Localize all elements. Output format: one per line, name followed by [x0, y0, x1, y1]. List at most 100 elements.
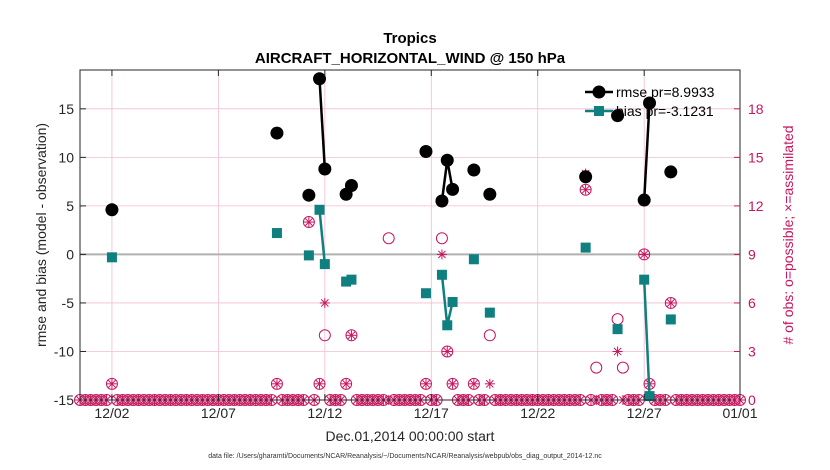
y2-tick-label: 0 [748, 392, 756, 408]
obs-possible-marker [105, 377, 118, 390]
obs-assimilated-marker [106, 378, 117, 389]
y2-tick-label: 9 [748, 246, 756, 262]
axis-ticks: 12/02 12/07 12/12 12/17 12/22 12/27 01/01 -15 -1… [54, 70, 764, 421]
obs-possible-marker [340, 377, 353, 390]
rmse-point [344, 179, 358, 192]
obs-possible-marker [664, 296, 677, 309]
obs-assimilated-stroke [666, 298, 675, 307]
obs-assimilated-stroke [272, 379, 281, 388]
bias-point [468, 254, 479, 265]
rmse-line [642, 102, 651, 201]
bias-point [314, 204, 325, 215]
bias-line [642, 279, 651, 397]
x-tick-label: 12/12 [307, 405, 342, 421]
rmse-point [446, 182, 460, 196]
obs-assimilated-marker [314, 378, 325, 389]
obs-possible-marker [467, 377, 480, 390]
obs-assimilated-marker [580, 184, 591, 195]
y2-tick-label: 15 [748, 149, 764, 165]
bias-point [346, 274, 357, 285]
rmse-point [483, 187, 497, 201]
obs-assimilated-marker [436, 249, 447, 260]
obs-possible-marker [616, 361, 629, 374]
obs-assimilated-marker [665, 297, 676, 308]
obs-assimilated-marker [341, 378, 352, 389]
obs-possible-marker [270, 377, 283, 390]
rmse-point [435, 194, 449, 208]
y-tick-label: -15 [54, 392, 74, 408]
obs-assimilated-marker [271, 378, 282, 389]
obs-assimilated-marker [442, 346, 453, 357]
obs-assimilated-stroke [613, 347, 622, 356]
bias-line [318, 209, 327, 265]
obs-assimilated-stroke [347, 331, 356, 340]
obs-assimilated-marker [303, 217, 314, 228]
obs-assimilated-stroke [342, 379, 351, 388]
plot-frame [79, 69, 741, 401]
bias-point [612, 324, 623, 335]
obs-possible-marker [318, 329, 331, 342]
obs-possible-marker [419, 377, 432, 390]
bias-point [580, 242, 591, 253]
obs-assimilated-stroke [443, 347, 452, 356]
rmse-point [302, 188, 316, 202]
obs-assimilated-stroke [581, 185, 590, 194]
y2-tick-label: 12 [748, 198, 764, 214]
obs-possible-marker [382, 232, 395, 245]
obs-possible-marker [435, 232, 448, 245]
obs-assimilated-marker [612, 346, 623, 357]
obs-possible-marker [313, 377, 326, 390]
x-tick-label: 12/07 [201, 405, 236, 421]
x-tick-label: 12/17 [414, 405, 449, 421]
rmse-point [637, 193, 651, 207]
obs-possible-marker [345, 329, 358, 342]
bias-point [447, 296, 458, 307]
rmse-point [611, 109, 625, 123]
rmse-point [467, 163, 481, 177]
obs-assimilated-stroke [469, 379, 478, 388]
rmse-point [579, 170, 593, 184]
y-tick-label: 10 [58, 149, 74, 165]
rmse-point [643, 96, 657, 110]
bias-point [271, 228, 282, 239]
rmse-point [105, 203, 119, 217]
obs-possible-marker [579, 183, 592, 196]
bias-point [665, 314, 676, 325]
obs-assimilated-stroke [320, 298, 329, 307]
legend-rmse-marker [592, 85, 606, 99]
x-axis-label: Dec.01,2014 00:00:00 start [326, 428, 495, 444]
y-tick-label: -10 [54, 343, 74, 359]
rmse-point [270, 126, 284, 140]
obs-possible-marker [302, 216, 315, 229]
y2-tick-label: 3 [748, 343, 756, 359]
obs-possible-marker [483, 329, 496, 342]
obs-possible-marker [590, 361, 603, 374]
chart-title: Tropics [383, 30, 436, 47]
x-tick-label: 12/02 [94, 405, 129, 421]
obs-assimilated-marker [639, 249, 650, 260]
legend-bias-label: bias pr=-3.1231 [616, 103, 714, 119]
obs-assimilated-stroke [107, 379, 116, 388]
bias-point [319, 259, 330, 270]
rmse-point [440, 153, 454, 167]
obs-assimilated-stroke [448, 379, 457, 388]
bias-point [436, 269, 447, 280]
x-tick-label: 01/01 [722, 405, 757, 421]
y-tick-label: -5 [62, 295, 75, 311]
obs-assimilated-marker [447, 378, 458, 389]
rmse-point [318, 162, 332, 176]
bias-point [341, 276, 352, 287]
bias-point [442, 320, 453, 331]
obs-assimilated-stroke [640, 250, 649, 259]
obs-possible-marker [638, 248, 651, 261]
obs-assimilated-stroke [315, 379, 324, 388]
legend-rmse-label: rmse pr=8.9933 [616, 84, 715, 100]
obs-assimilated-stroke [485, 379, 494, 388]
y-tick-label: 0 [66, 246, 74, 262]
obs-assimilated-marker [468, 378, 479, 389]
y2-tick-label: 18 [748, 101, 764, 117]
series-lines [105, 72, 678, 402]
y-tick-label: 5 [66, 198, 74, 214]
